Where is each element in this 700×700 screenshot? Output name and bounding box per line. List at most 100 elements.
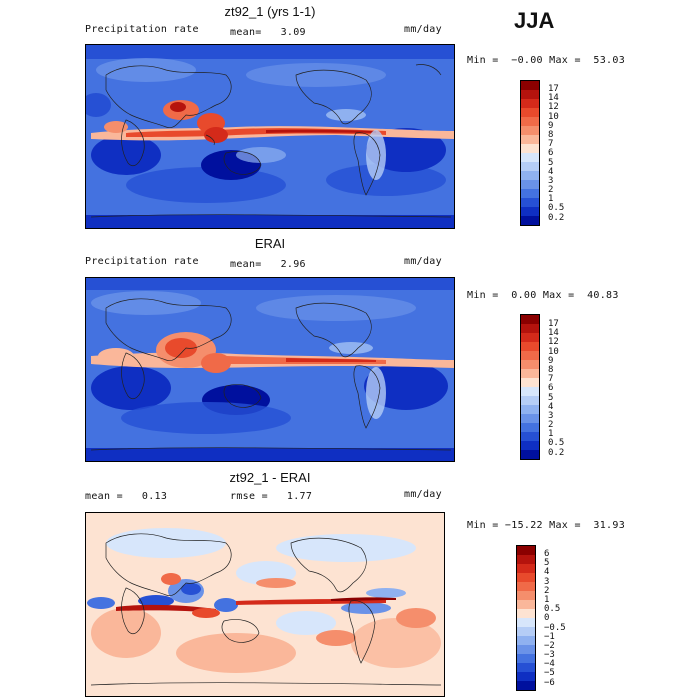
panel1-colorbar-tick-label: 17 [548, 84, 559, 94]
panel3-colorbar-swatch [517, 573, 535, 582]
panel1-colorbar-tick-label: 5 [548, 157, 554, 168]
panel1-colorbar-swatch [521, 198, 539, 207]
panel3-colorbar-tick-label: −1 [544, 631, 555, 642]
panel2-variable-label: Precipitation rate [85, 256, 199, 267]
panel1-colorbar-tick-label: 3 [548, 175, 554, 186]
panel2-colorbar-swatch [521, 369, 539, 378]
panel3-colorbar-swatch [517, 627, 535, 636]
panel2-colorbar-tick-label: 6 [548, 383, 554, 394]
panel2-colorbar [520, 314, 540, 460]
panel3-colorbar-tick-label: −0.5 [544, 622, 566, 633]
panel3-colorbar-tick-label: −2 [544, 640, 555, 651]
panel1-mean-label: mean= 3.09 [230, 27, 306, 38]
panel3-colorbar-tick-label: 5 [544, 558, 550, 569]
panel1-colorbar-tick-label: 10 [548, 111, 559, 122]
panel3-title: zt92_1 - ERAI [229, 470, 311, 485]
panel3-colorbar-swatch [517, 636, 535, 645]
panel1-colorbar-swatch [521, 216, 539, 225]
panel2-colorbar-tick-label: 12 [548, 337, 559, 348]
panel3-colorbar-tick-label: −4 [544, 659, 555, 670]
panel3-colorbar-tick-label: 6 [544, 549, 550, 559]
panel3-colorbar-swatch [517, 681, 535, 690]
panel1-colorbar-swatch [521, 108, 539, 117]
panel1-colorbar-labels: 17 14 12 10 9 8 7 6 5 4 3 2 1 0.5 0.2 [548, 84, 565, 223]
panel2-colorbar-tick-label: 17 [548, 319, 559, 329]
panel3-colorbar-tick-label: −6 [544, 677, 555, 688]
panel1-colorbar-swatch [521, 153, 539, 162]
season-label: JJA [514, 8, 555, 33]
panel3-colorbar-swatch [517, 663, 535, 672]
panel3-units-label: mm/day [404, 489, 442, 500]
panel2-colorbar-tick-label: 9 [548, 355, 554, 366]
panel1-title: zt92_1 (yrs 1-1) [224, 4, 316, 19]
panel1-colorbar-tick-label: 8 [548, 129, 554, 140]
panel2-colorbar-tick-label: 5 [548, 392, 554, 403]
panel1-colorbar-swatch [521, 180, 539, 189]
panel2-colorbar-tick-label: 7 [548, 374, 554, 385]
panel3-colorbar-swatch [517, 609, 535, 618]
panel2-min-max: Min = 0.00 Max = 40.83 [467, 290, 619, 301]
panel3-colorbar-swatch [517, 591, 535, 600]
panel2-colorbar-swatch [521, 378, 539, 387]
panel3-map [85, 512, 445, 697]
panel3-rmse-label: rmse = 1.77 [230, 491, 313, 502]
panel1-colorbar-swatch [521, 81, 539, 90]
panel2-colorbar-swatch [521, 342, 539, 351]
panel2-colorbar-tick-label: 0.2 [548, 447, 565, 458]
panel2-colorbar-swatch [521, 387, 539, 396]
panel3-colorbar-swatch [517, 546, 535, 555]
panel1-min-max: Min = −0.00 Max = 53.03 [467, 55, 626, 66]
panel1-colorbar-swatch [521, 189, 539, 198]
panel2-colorbar-swatch [521, 351, 539, 360]
panel1-map [85, 44, 455, 229]
panel3-colorbar [516, 545, 536, 691]
panel1-colorbar-tick-label: 9 [548, 120, 554, 131]
panel1-variable-label: Precipitation rate [85, 24, 199, 35]
panel2-colorbar-swatch [521, 360, 539, 369]
panel3-colorbar-swatch [517, 582, 535, 591]
panel2-colorbar-labels: 17 14 12 10 9 8 7 6 5 4 3 2 1 0.5 0.2 [548, 319, 565, 458]
panel1-colorbar-swatch [521, 162, 539, 171]
panel3-colorbar-tick-label: −5 [544, 668, 555, 679]
panel1-colorbar-swatch [521, 126, 539, 135]
panel1-colorbar [520, 80, 540, 226]
panel2-colorbar-tick-label: 4 [548, 401, 554, 412]
panel2-colorbar-tick-label: 0.5 [548, 438, 565, 449]
panel3-min-max: Min = −15.22 Max = 31.93 [467, 520, 626, 531]
panel2-colorbar-swatch [521, 450, 539, 459]
panel2-colorbar-tick-label: 8 [548, 364, 554, 375]
panel3-colorbar-swatch [517, 618, 535, 627]
panel1-colorbar-swatch [521, 207, 539, 216]
panel1-colorbar-tick-label: 12 [548, 102, 559, 113]
panel3-colorbar-tick-label: 4 [544, 567, 550, 578]
panel2-colorbar-swatch [521, 324, 539, 333]
panel3-colorbar-tick-label: 0.5 [544, 604, 561, 615]
panel1-colorbar-tick-label: 0.5 [548, 203, 565, 214]
panel1-colorbar-tick-label: 7 [548, 139, 554, 150]
panel3-colorbar-swatch [517, 555, 535, 564]
panel2-colorbar-swatch [521, 396, 539, 405]
panel3-colorbar-tick-label: 1 [544, 594, 550, 605]
panel1-colorbar-swatch [521, 171, 539, 180]
panel2-colorbar-tick-label: 1 [548, 429, 554, 440]
panel1-colorbar-tick-label: 1 [548, 194, 554, 205]
panel1-colorbar-tick-label: 2 [548, 185, 554, 196]
panel2-colorbar-tick-label: 14 [548, 328, 559, 339]
panel3-colorbar-tick-label: −3 [544, 650, 555, 661]
panel1-colorbar-tick-label: 14 [548, 93, 559, 104]
panel3-colorbar-swatch [517, 645, 535, 654]
panel1-colorbar-swatch [521, 135, 539, 144]
panel2-colorbar-swatch [521, 333, 539, 342]
panel1-colorbar-swatch [521, 90, 539, 99]
panel3-colorbar-tick-label: 3 [544, 576, 550, 587]
panel2-colorbar-tick-label: 10 [548, 346, 559, 357]
panel3-colorbar-swatch [517, 600, 535, 609]
panel2-colorbar-swatch [521, 414, 539, 423]
panel2-map [85, 277, 455, 462]
panel2-title: ERAI [254, 236, 286, 251]
panel1-colorbar-tick-label: 6 [548, 148, 554, 159]
panel3-colorbar-swatch [517, 654, 535, 663]
panel3-colorbar-swatch [517, 564, 535, 573]
panel2-colorbar-swatch [521, 405, 539, 414]
panel1-colorbar-tick-label: 0.2 [548, 212, 565, 223]
